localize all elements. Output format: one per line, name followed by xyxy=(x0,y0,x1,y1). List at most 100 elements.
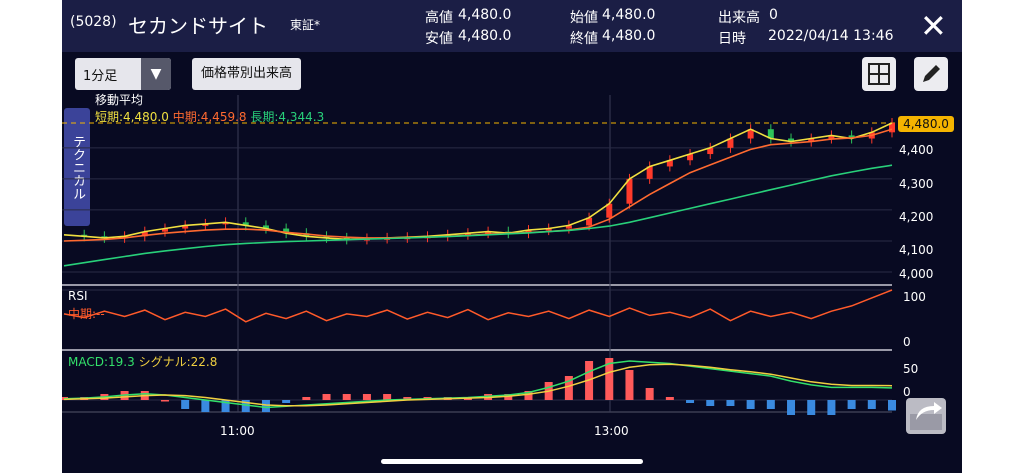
high-label: 高値 xyxy=(425,10,453,26)
macd-axis-label: 0 xyxy=(903,385,911,399)
macd-axis-label: 50 xyxy=(903,362,919,376)
open-value: 4,480.0 xyxy=(602,7,656,23)
macd-histogram-bar xyxy=(524,391,533,400)
rsi-line xyxy=(63,289,893,323)
macd-histogram-bar xyxy=(605,358,614,400)
technical-tab[interactable]: テクニカル xyxy=(64,108,90,226)
candlestick xyxy=(586,217,593,226)
macd-histogram-bar xyxy=(645,388,654,400)
ma-legend: 短期:4,480.0 中期:4,459.8 長期:4,344.3 xyxy=(95,108,324,125)
macd-histogram-bar xyxy=(362,394,371,400)
macd-histogram-bar xyxy=(261,400,270,412)
price-axis-label: 4,000 xyxy=(899,267,934,281)
low-value: 4,480.0 xyxy=(458,28,512,44)
candlestick xyxy=(687,154,694,161)
macd-histogram-bar xyxy=(383,394,392,400)
macd-histogram-bar xyxy=(322,394,331,400)
datetime-value: 2022/04/14 13:46 xyxy=(768,28,894,44)
volume-label: 出来高 xyxy=(718,10,760,26)
stock-name: セカンドサイト xyxy=(128,14,268,38)
candlestick xyxy=(707,147,714,155)
macd-histogram-bar xyxy=(221,400,230,412)
price-axis-label: 4,100 xyxy=(899,243,934,257)
candlestick xyxy=(828,135,835,139)
stock-code: (5028) xyxy=(70,14,117,30)
chart-screen: (5028) セカンドサイト 東証* 高値 4,480.0 安値 4,480.0… xyxy=(62,0,962,473)
macd-histogram-bar xyxy=(625,370,634,400)
price-chart xyxy=(62,95,898,415)
candlestick xyxy=(565,225,572,229)
macd-histogram-bar xyxy=(160,400,169,402)
ma-long-value: 長期:4,344.3 xyxy=(250,110,325,124)
ma-line-1 xyxy=(63,128,893,242)
candlestick xyxy=(666,160,673,167)
candlestick xyxy=(808,138,815,142)
candlestick xyxy=(485,231,492,234)
candlestick xyxy=(889,123,895,133)
close-label: 終値 xyxy=(570,31,598,47)
candlestick xyxy=(262,225,269,229)
share-icon[interactable] xyxy=(906,398,946,434)
volume-by-price-button[interactable]: 価格帯別出来高 xyxy=(192,58,302,90)
interval-select[interactable]: 1分足 ▼ xyxy=(75,58,171,90)
ma-short-value: 短期:4,480.0 xyxy=(95,110,169,124)
home-indicator xyxy=(381,459,643,464)
macd-histogram-bar xyxy=(504,394,513,400)
ma-line-0 xyxy=(63,122,893,241)
pencil-icon[interactable] xyxy=(914,57,948,91)
macd-histogram-bar xyxy=(282,400,291,403)
candlestick xyxy=(545,228,552,231)
candlestick xyxy=(767,129,774,139)
low-label: 安値 xyxy=(425,31,453,47)
candlestick xyxy=(141,231,148,237)
datetime-label: 日時 xyxy=(718,31,746,47)
price-axis-label: 4,400 xyxy=(899,143,934,157)
candlestick xyxy=(283,228,290,234)
ma-title: 移動平均 xyxy=(95,93,144,107)
grid-icon[interactable] xyxy=(862,57,896,91)
macd-value: MACD:19.3 xyxy=(68,355,135,369)
close-value: 4,480.0 xyxy=(602,28,656,44)
macd-histogram-bar xyxy=(827,400,836,415)
price-axis-label: 4,300 xyxy=(899,177,934,191)
candlestick xyxy=(606,203,613,218)
candlestick xyxy=(626,178,633,204)
macd-histogram-bar xyxy=(686,400,695,403)
macd-histogram-bar xyxy=(746,400,755,409)
macd-histogram-bar xyxy=(766,400,775,409)
candlestick xyxy=(727,138,734,148)
macd-histogram-bar xyxy=(342,394,351,400)
candlestick xyxy=(464,233,471,236)
candlestick xyxy=(161,228,168,232)
macd-histogram-bar xyxy=(241,400,250,412)
macd-histogram-bar xyxy=(201,400,210,412)
quote-header: (5028) セカンドサイト 東証* 高値 4,480.0 安値 4,480.0… xyxy=(62,0,962,52)
candlestick xyxy=(242,222,249,226)
candlestick xyxy=(525,230,532,234)
candlestick xyxy=(182,225,189,229)
time-axis-label: 11:00 xyxy=(220,424,255,438)
interval-label: 1分足 xyxy=(83,69,118,84)
candlestick xyxy=(202,223,209,226)
macd-histogram-bar xyxy=(847,400,856,409)
macd-histogram-bar xyxy=(564,376,573,400)
close-icon[interactable]: ✕ xyxy=(920,7,947,45)
macd-histogram-bar xyxy=(888,400,896,411)
macd-histogram-bar xyxy=(181,400,190,409)
candlestick xyxy=(788,138,795,142)
current-price-tag: 4,480.0 xyxy=(898,116,954,132)
macd-histogram-bar xyxy=(403,397,412,400)
candlestick xyxy=(747,129,754,139)
ma-mid-value: 中期:4,459.8 xyxy=(172,110,247,124)
price-axis-label: 4,200 xyxy=(899,210,934,224)
macd-histogram-bar xyxy=(867,400,876,409)
macd-histogram-bar xyxy=(302,397,311,400)
high-value: 4,480.0 xyxy=(458,7,512,23)
macd-line-0 xyxy=(63,360,893,409)
triangle-down-icon[interactable]: ▼ xyxy=(141,58,171,90)
rsi-title: RSI xyxy=(68,289,88,303)
volume-value: 0 xyxy=(769,7,778,23)
ma-line-2 xyxy=(63,164,893,267)
macd-histogram-bar xyxy=(787,400,796,415)
macd-line-1 xyxy=(63,363,893,407)
